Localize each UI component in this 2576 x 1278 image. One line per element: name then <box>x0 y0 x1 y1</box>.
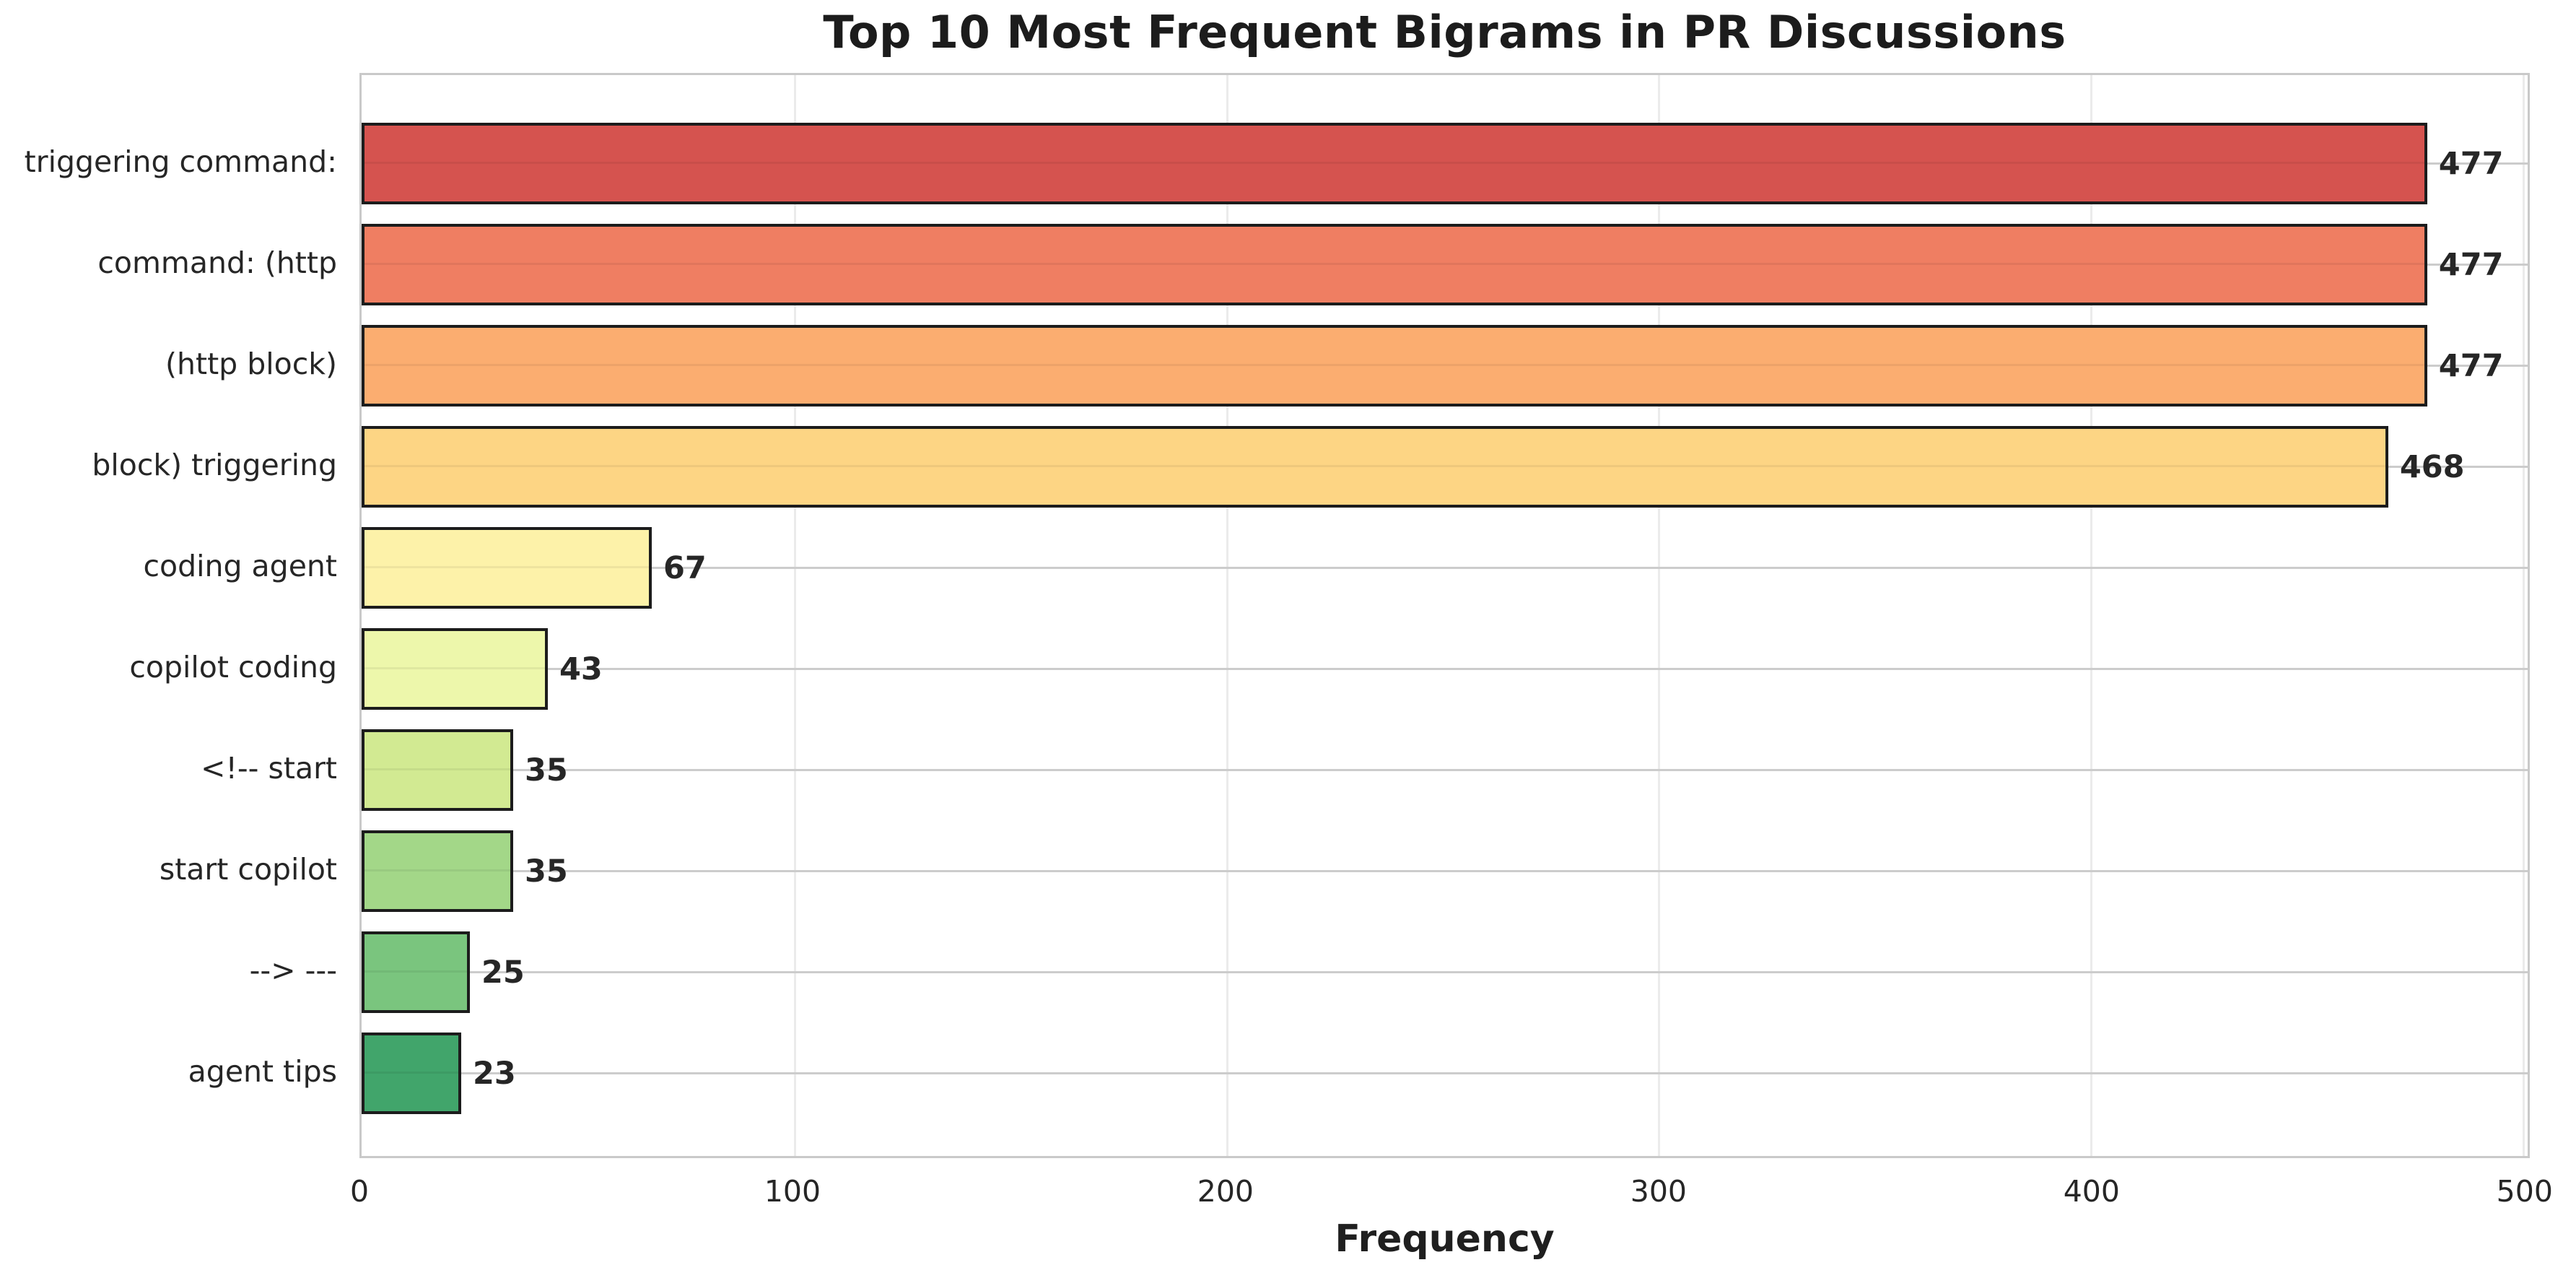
y-tick-label: block) triggering <box>92 447 337 482</box>
x-axis-title: Frequency <box>1335 1217 1555 1261</box>
bar-value-label: 477 <box>2438 347 2504 384</box>
bar-value-label: 477 <box>2438 145 2504 182</box>
horizontal-gridline <box>362 567 2528 569</box>
vertical-gridline-300 <box>1658 75 1661 1156</box>
x-tick-label: 400 <box>2063 1174 2120 1209</box>
x-tick-label: 300 <box>1630 1174 1687 1209</box>
bar-value-label: 23 <box>472 1055 516 1092</box>
horizontal-gridline <box>362 870 2528 872</box>
y-tick-label: copilot coding <box>129 649 337 684</box>
bar-row: 35 <box>362 720 2528 821</box>
bar <box>362 425 2388 508</box>
bar-row: 25 <box>362 922 2528 1023</box>
bar-value-label: 35 <box>524 752 568 788</box>
horizontal-gridline <box>362 971 2528 973</box>
vertical-gridline-200 <box>1226 75 1228 1156</box>
bar-row: 23 <box>362 1023 2528 1124</box>
y-tick-label: triggering command: <box>24 144 337 179</box>
bar-value-label: 35 <box>524 853 568 890</box>
y-tick-label: agent tips <box>188 1053 337 1089</box>
bar-row: 43 <box>362 619 2528 720</box>
x-tick-label: 100 <box>764 1174 821 1209</box>
chart-title: Top 10 Most Frequent Bigrams in PR Discu… <box>823 6 2066 58</box>
vertical-gridline-400 <box>2090 75 2093 1156</box>
y-tick-label: start copilot <box>159 851 337 887</box>
bar-row: 477 <box>362 316 2528 417</box>
bar <box>362 627 548 710</box>
y-tick-label: (http block) <box>165 346 337 381</box>
y-tick-label: command: (http <box>97 245 337 280</box>
horizontal-gridline <box>362 668 2528 670</box>
bar <box>362 830 513 912</box>
bar <box>362 931 470 1013</box>
vertical-gridline-500 <box>2522 75 2525 1156</box>
bar-value-label: 468 <box>2399 448 2465 485</box>
x-tick-label: 500 <box>2496 1174 2553 1209</box>
bar <box>362 1032 461 1114</box>
y-tick-label: coding agent <box>143 548 337 583</box>
bar-row: 67 <box>362 518 2528 619</box>
vertical-gridline-100 <box>793 75 796 1156</box>
bar-value-label: 67 <box>663 549 707 586</box>
horizontal-gridline <box>362 769 2528 771</box>
bar-value-label: 477 <box>2438 246 2504 283</box>
y-tick-label: --> --- <box>249 952 337 988</box>
bar <box>362 526 652 609</box>
bar-row: 468 <box>362 417 2528 518</box>
bar <box>362 122 2427 204</box>
bar-row: 477 <box>362 214 2528 316</box>
bar-value-label: 25 <box>481 954 525 991</box>
bar <box>362 223 2427 305</box>
bar-row: 477 <box>362 113 2528 214</box>
bar-row: 35 <box>362 821 2528 922</box>
x-tick-label: 200 <box>1197 1174 1254 1209</box>
horizontal-gridline <box>362 1072 2528 1074</box>
y-tick-label: <!-- start <box>201 750 337 786</box>
x-tick-label: 0 <box>349 1174 370 1209</box>
bar-value-label: 43 <box>559 651 603 687</box>
plot-area: 477 477 477 468 67 43 35 35 25 23 <box>359 73 2530 1158</box>
bar <box>362 729 513 811</box>
bar <box>362 324 2427 407</box>
